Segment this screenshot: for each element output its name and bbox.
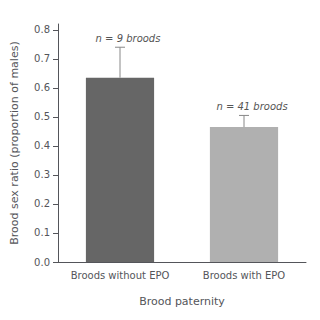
svg-text:0.0: 0.0: [34, 257, 50, 268]
svg-text:0.1: 0.1: [34, 227, 50, 238]
svg-text:Broods with EPO: Broods with EPO: [203, 270, 285, 281]
svg-text:Brood sex ratio (proportion of: Brood sex ratio (proportion of males): [8, 41, 21, 244]
svg-text:0.3: 0.3: [34, 169, 50, 180]
svg-text:0.2: 0.2: [34, 198, 50, 209]
svg-text:0.6: 0.6: [34, 82, 50, 93]
svg-text:0.5: 0.5: [34, 111, 50, 122]
svg-text:Brood paternity: Brood paternity: [139, 295, 225, 308]
svg-text:0.8: 0.8: [34, 24, 50, 35]
svg-text:n = 9 broods: n = 9 broods: [96, 33, 161, 44]
svg-text:0.4: 0.4: [34, 140, 50, 151]
svg-text:Broods without EPO: Broods without EPO: [71, 270, 170, 281]
svg-text:n = 41 broods: n = 41 broods: [216, 101, 287, 112]
svg-text:0.7: 0.7: [34, 53, 50, 64]
